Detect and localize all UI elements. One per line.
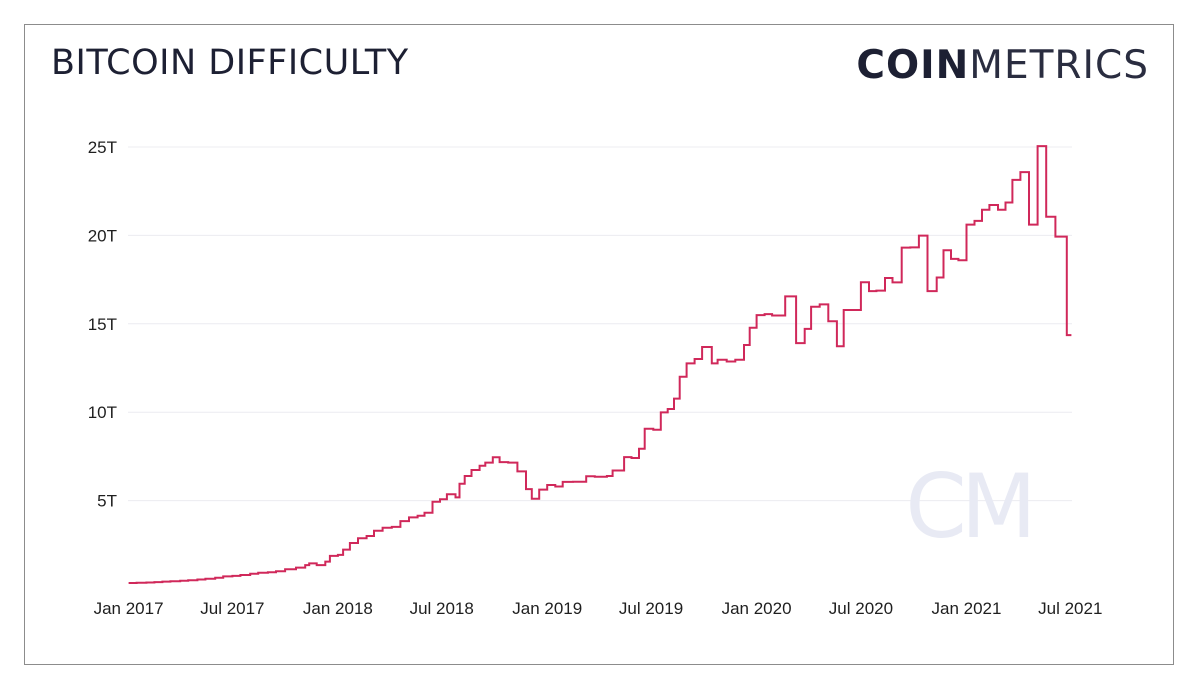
x-tick-label: Jan 2020 xyxy=(722,599,792,618)
logo-light-text: METRICS xyxy=(969,43,1149,88)
logo-bold-text: COIN xyxy=(856,43,970,88)
y-tick-label: 10T xyxy=(88,403,117,422)
chart-title: BITCOIN DIFFICULTY xyxy=(51,43,409,83)
x-tick-label: Jan 2018 xyxy=(303,599,373,618)
x-tick-label: Jul 2019 xyxy=(619,599,683,618)
x-tick-label: Jul 2018 xyxy=(410,599,474,618)
y-tick-label: 20T xyxy=(88,226,117,245)
x-tick-label: Jan 2021 xyxy=(931,599,1001,618)
watermark-text: CM xyxy=(905,455,1030,558)
y-axis-ticks: 5T 10T 15T 20T 25T xyxy=(88,138,117,511)
x-tick-label: Jul 2017 xyxy=(200,599,264,618)
x-tick-label: Jul 2021 xyxy=(1038,599,1102,618)
x-tick-label: Jan 2019 xyxy=(512,599,582,618)
difficulty-series-line xyxy=(128,145,1072,584)
x-tick-label: Jul 2020 xyxy=(829,599,893,618)
cm-watermark: CM xyxy=(905,455,1036,558)
x-tick-label: Jan 2017 xyxy=(94,599,164,618)
x-axis-ticks: Jan 2017 Jul 2017 Jan 2018 Jul 2018 Jan 2019… xyxy=(94,599,1103,618)
chart-frame: BITCOIN DIFFICULTY COINMETRICS xyxy=(24,24,1174,665)
series-group xyxy=(128,145,1072,584)
coinmetrics-logo: COINMETRICS xyxy=(856,43,1149,88)
y-tick-label: 15T xyxy=(88,315,117,334)
y-tick-label: 5T xyxy=(97,492,117,511)
grid-lines xyxy=(128,146,1072,502)
y-tick-label: 25T xyxy=(88,138,117,157)
